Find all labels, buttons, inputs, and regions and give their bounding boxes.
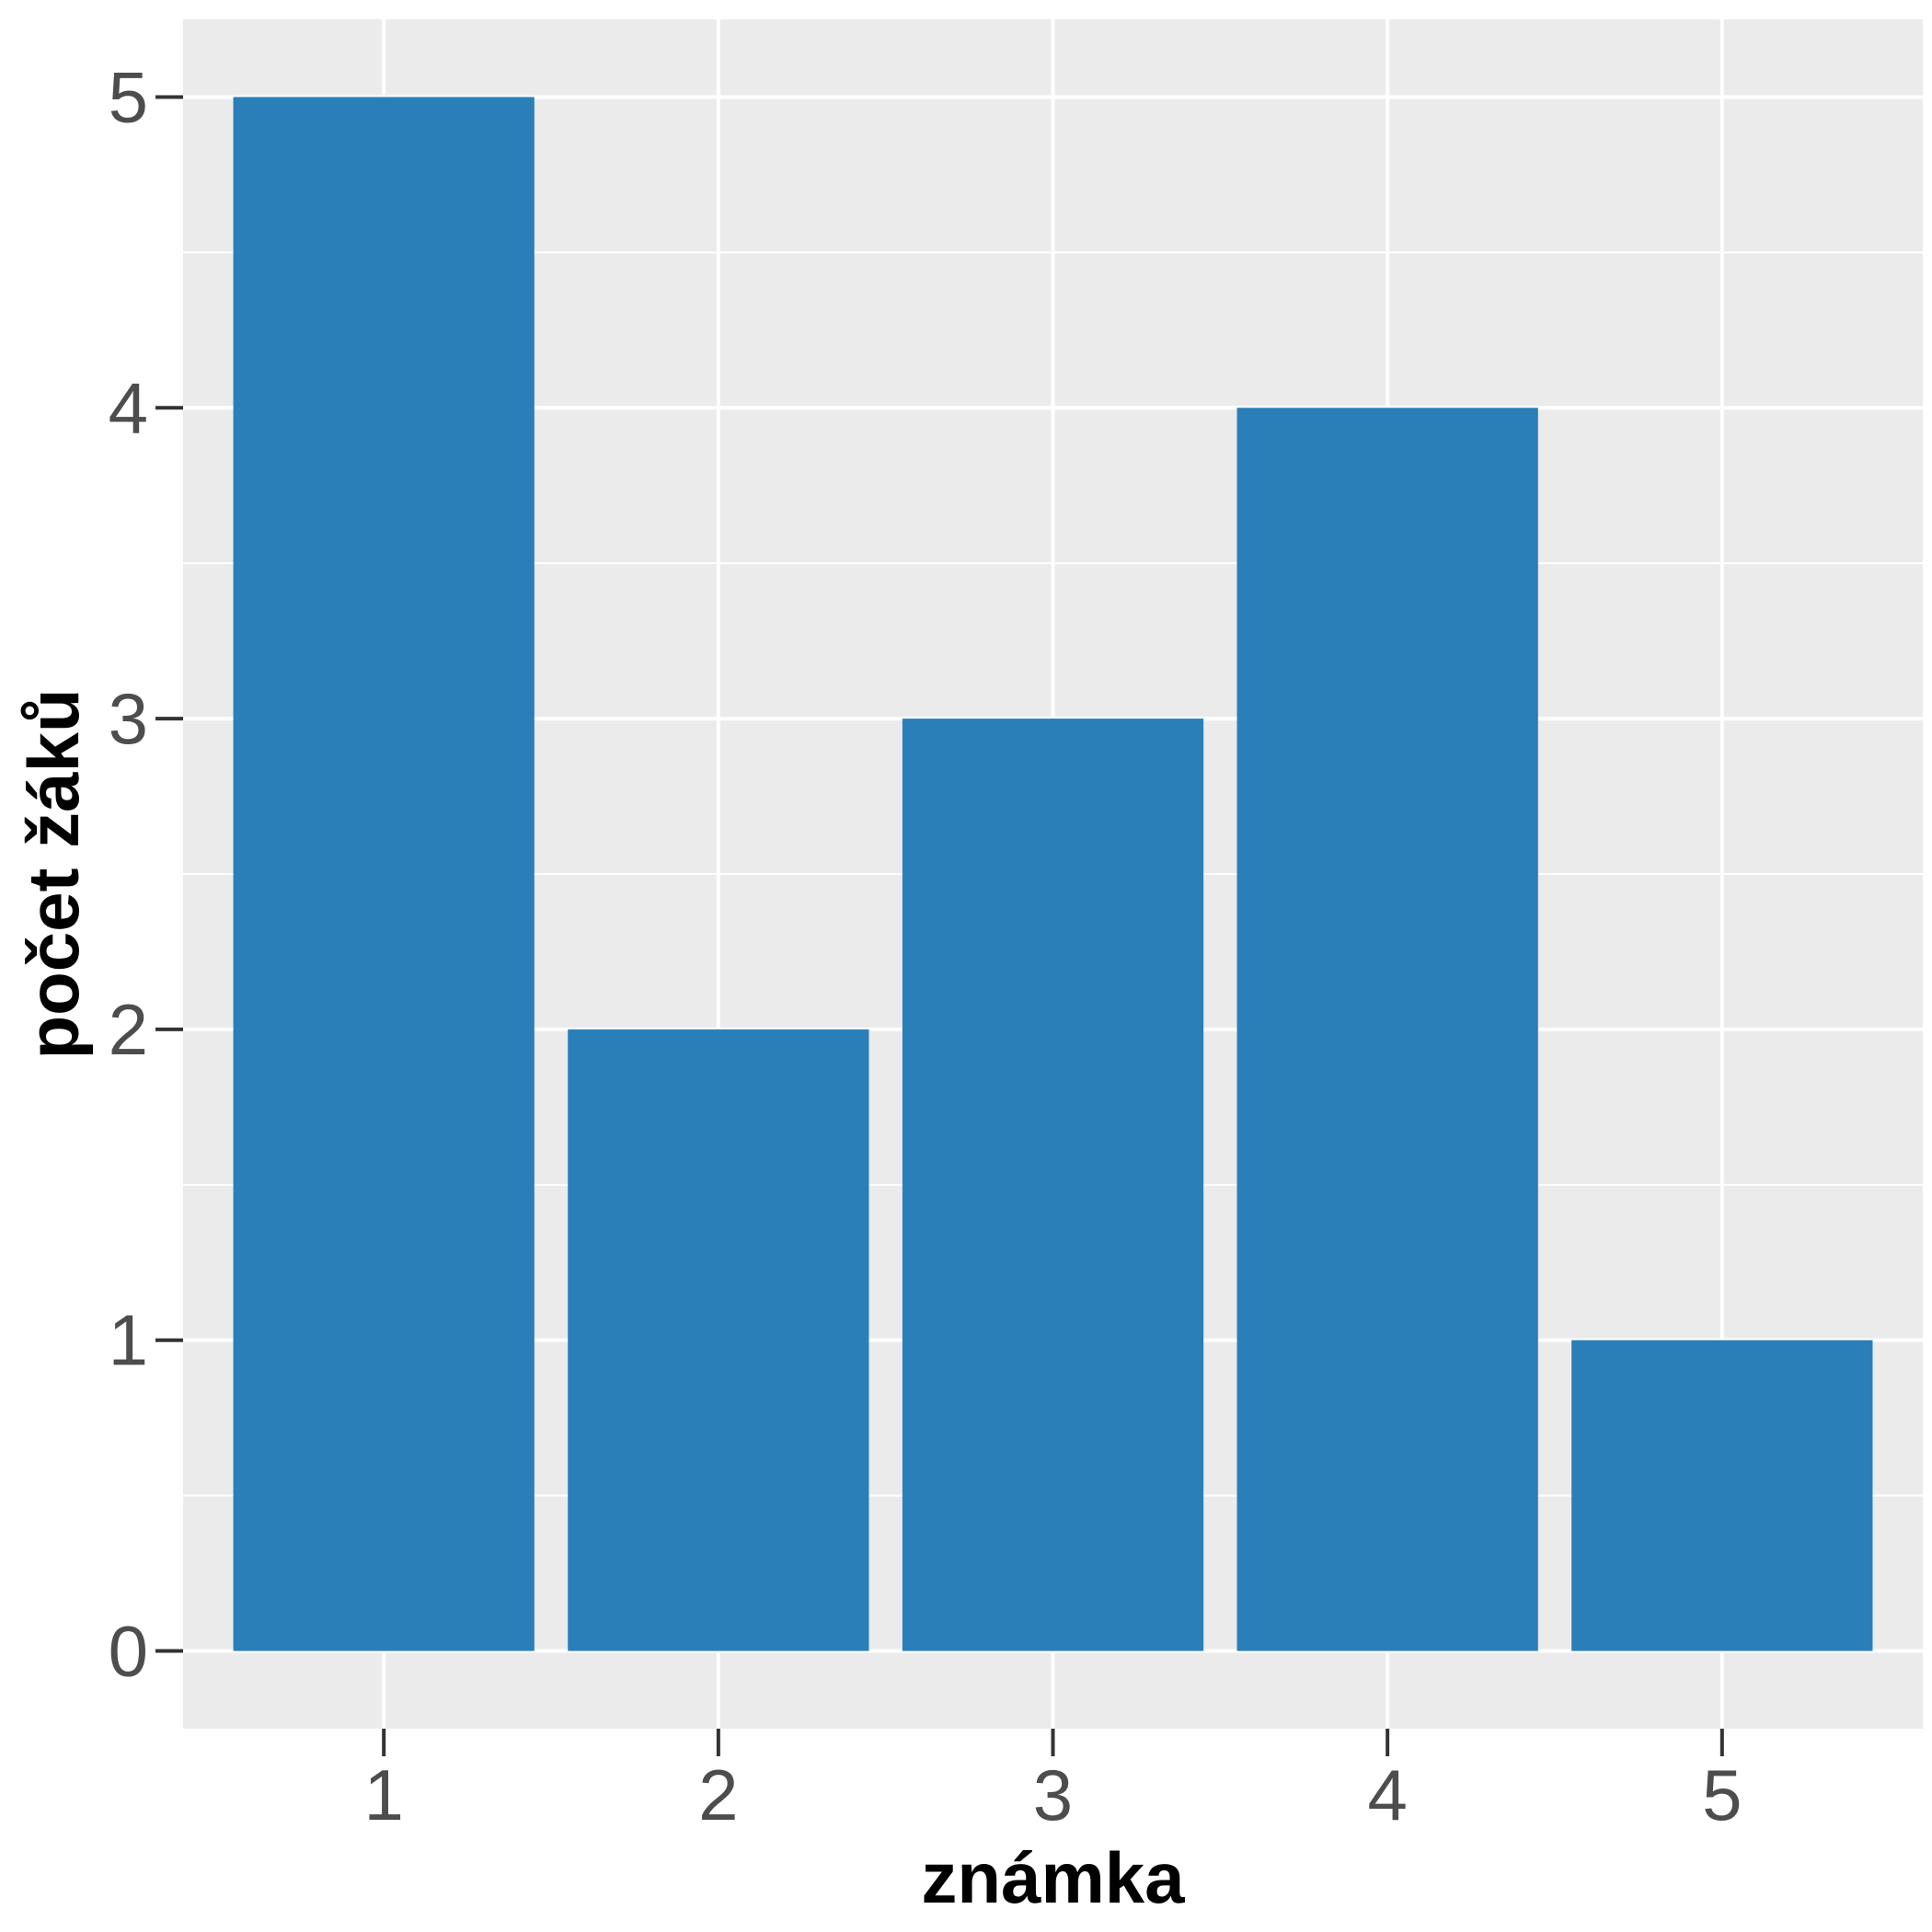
bar-1 bbox=[233, 97, 535, 1651]
x-tick-label: 1 bbox=[363, 1754, 403, 1835]
x-tick-label: 4 bbox=[1367, 1754, 1407, 1835]
bar-4 bbox=[1236, 408, 1538, 1651]
bars bbox=[233, 97, 1873, 1651]
bar-2 bbox=[568, 1029, 869, 1651]
y-tick-label: 0 bbox=[109, 1611, 148, 1692]
x-tick-label: 2 bbox=[698, 1754, 738, 1835]
y-tick-label: 4 bbox=[109, 367, 148, 448]
y-tick-label: 1 bbox=[109, 1300, 148, 1381]
x-tick-label: 5 bbox=[1702, 1754, 1742, 1835]
y-axis-title: počet žáků bbox=[13, 688, 94, 1059]
bar-3 bbox=[902, 719, 1204, 1651]
x-axis-title: známka bbox=[921, 1837, 1185, 1918]
y-tick-label: 3 bbox=[109, 678, 148, 759]
y-tick-label: 5 bbox=[109, 56, 148, 137]
y-axis: 0 1 2 3 4 5 bbox=[109, 56, 183, 1692]
y-tick-label: 2 bbox=[109, 989, 148, 1070]
bar-5 bbox=[1571, 1340, 1873, 1651]
x-axis: 1 2 3 4 5 bbox=[363, 1729, 1742, 1835]
x-tick-label: 3 bbox=[1033, 1754, 1073, 1835]
